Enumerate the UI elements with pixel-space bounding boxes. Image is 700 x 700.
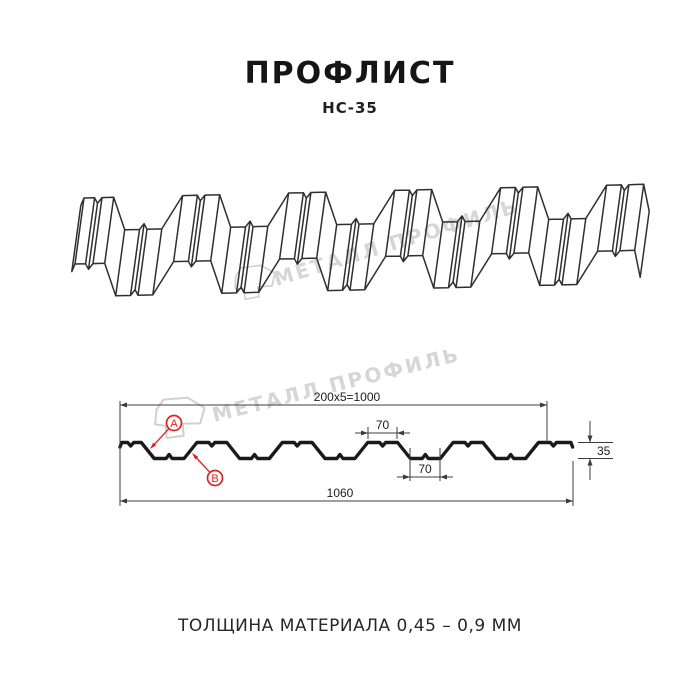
dim-crest-width: 70 bbox=[376, 418, 390, 432]
watermark-cross-section: МЕТАЛЛ ПРОФИЛЬ bbox=[154, 350, 463, 439]
profile-outline bbox=[118, 440, 575, 461]
dim-overall-width: 1060 bbox=[327, 486, 354, 500]
profile-3d-drawing: МЕТАЛЛ ПРОФИЛЬ bbox=[71, 183, 650, 301]
profile-code: НС-35 bbox=[322, 99, 378, 117]
marker-a-label: A bbox=[170, 418, 178, 430]
page-title: ПРОФЛИСТ bbox=[244, 56, 456, 91]
dim-valley-width: 70 bbox=[418, 462, 432, 476]
dim-coverage-width: 200x5=1000 bbox=[314, 390, 381, 404]
marker-b-label: B bbox=[211, 473, 218, 485]
thickness-note: ТОЛЩИНА МАТЕРИАЛА 0,45 – 0,9 ММ bbox=[178, 616, 522, 636]
marker-b-badge: B bbox=[192, 453, 224, 487]
marker-a-badge: A bbox=[150, 414, 183, 449]
dim-profile-height: 35 bbox=[597, 444, 611, 458]
dimension-lines: 200x5=1000 70 70 35 bbox=[119, 390, 613, 506]
cross-section-drawing: МЕТАЛЛ ПРОФИЛЬ 200x5=1000 70 bbox=[118, 350, 613, 506]
metall-profil-logo-icon bbox=[154, 396, 206, 439]
watermark-brand: МЕТАЛЛ ПРОФИЛЬ bbox=[210, 350, 463, 427]
metall-profil-logo-icon bbox=[234, 264, 276, 301]
